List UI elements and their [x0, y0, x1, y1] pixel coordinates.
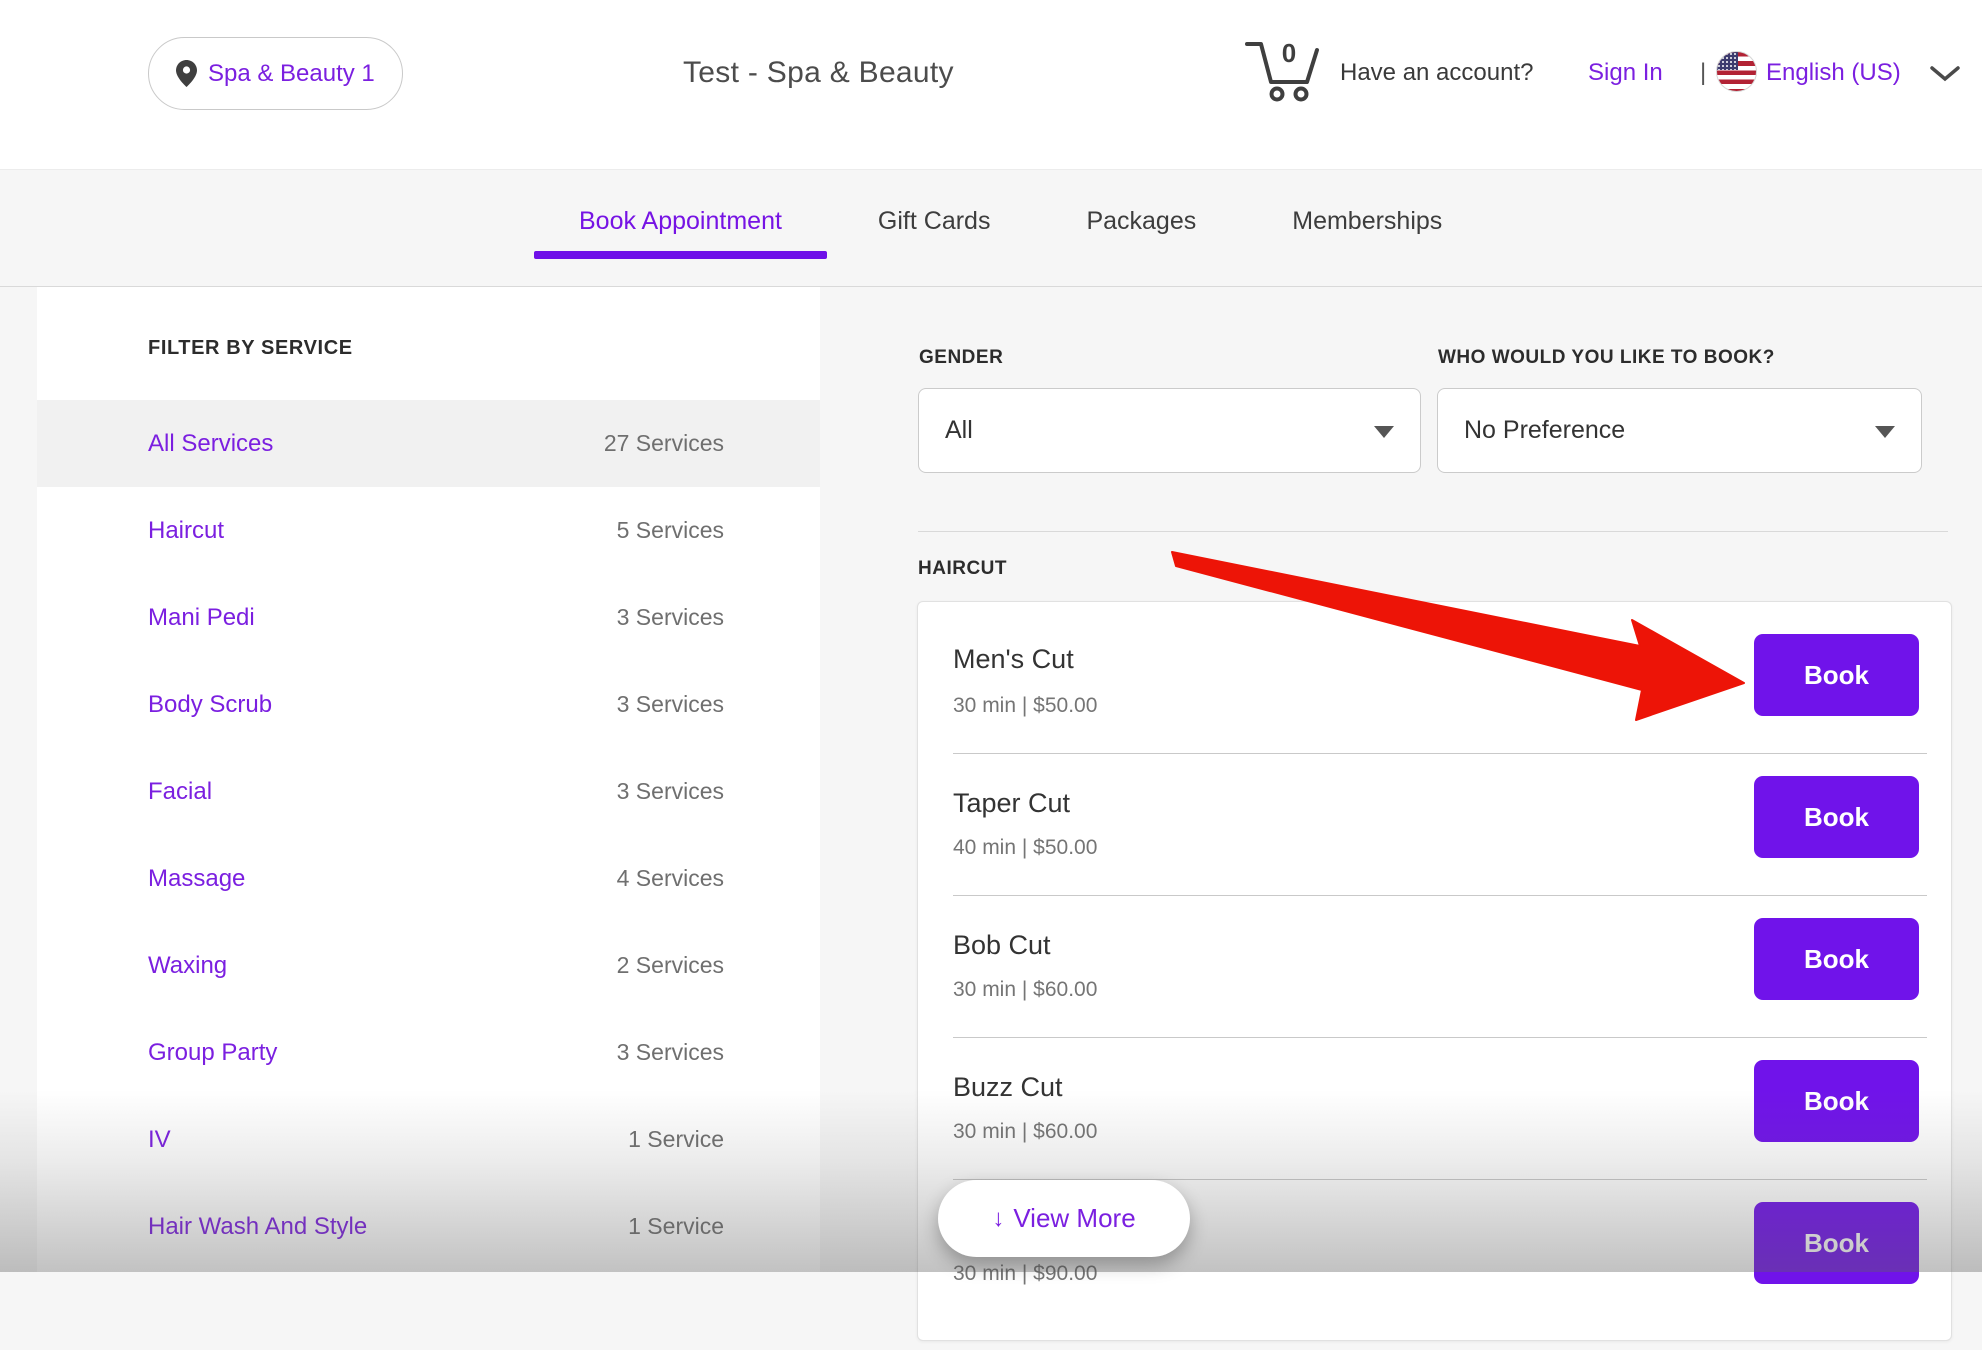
filter-sidebar-heading: FILTER BY SERVICE	[148, 337, 353, 359]
filter-label: Haircut	[148, 516, 225, 544]
sidebar-item-haircut[interactable]: Haircut 5 Services	[37, 487, 820, 574]
tab-gift-cards[interactable]: Gift Cards	[877, 206, 991, 235]
filter-count: 4 Services	[616, 865, 724, 891]
service-duration-price: 30 min | $60.00	[953, 1120, 1098, 1143]
gender-dropdown[interactable]: All	[918, 388, 1421, 473]
staff-value: No Preference	[1464, 416, 1626, 444]
chevron-down-icon[interactable]	[1930, 66, 1960, 82]
filter-label: Group Party	[148, 1038, 278, 1066]
section-divider	[918, 531, 1948, 532]
filter-label: All Services	[148, 429, 274, 457]
filter-list: All Services 27 Services Haircut 5 Services…	[37, 400, 820, 1270]
filter-count: 2 Services	[616, 952, 724, 978]
cart-count: 0	[1282, 38, 1296, 68]
sidebar-item-facial[interactable]: Facial 3 Services	[37, 748, 820, 835]
tab-packages[interactable]: Packages	[1086, 206, 1197, 235]
map-pin-icon	[176, 60, 197, 87]
location-label: Spa & Beauty 1	[208, 59, 375, 87]
filter-label: Waxing	[148, 951, 228, 979]
account-prompt: Have an account?	[1340, 59, 1534, 86]
cart-icon[interactable]: 0	[1243, 36, 1325, 106]
service-duration-price: 30 min | $90.00	[953, 1262, 1098, 1285]
gender-label: GENDER	[919, 347, 1004, 368]
filter-count: 1 Service	[628, 1126, 724, 1152]
book-button-buzz-cut[interactable]: Book	[1754, 1060, 1919, 1142]
sidebar-item-waxing[interactable]: Waxing 2 Services	[37, 922, 820, 1009]
filter-label: Hair Wash And Style	[148, 1212, 368, 1240]
sidebar-item-hair-wash-and-style[interactable]: Hair Wash And Style 1 Service	[37, 1183, 820, 1270]
book-button-taper-cut[interactable]: Book	[1754, 776, 1919, 858]
filter-count: 5 Services	[616, 517, 724, 543]
filter-sidebar: FILTER BY SERVICE All Services 27 Service…	[37, 287, 820, 1272]
main-nav-tabs: Book Appointment Gift Cards Packages Member…	[0, 170, 1982, 287]
service-name: Bob Cut	[953, 930, 1051, 960]
gender-value: All	[945, 416, 973, 444]
tab-memberships[interactable]: Memberships	[1292, 206, 1443, 235]
filter-count: 3 Services	[616, 1039, 724, 1065]
filter-count: 3 Services	[616, 778, 724, 804]
view-more-button[interactable]: ↓ View More	[938, 1180, 1190, 1257]
filter-count: 3 Services	[616, 691, 724, 717]
header: Spa & Beauty 1 Test - Spa & Beauty 0 Hav…	[0, 0, 1982, 170]
view-more-label: View More	[1013, 1203, 1136, 1233]
dropdown-caret-icon	[1374, 425, 1394, 438]
language-selector[interactable]: English (US)	[1766, 59, 1901, 86]
staff-dropdown[interactable]: No Preference	[1437, 388, 1922, 473]
header-separator: |	[1700, 59, 1707, 86]
filter-count: 1 Service	[628, 1213, 724, 1239]
service-name: Men's Cut	[953, 644, 1074, 674]
sidebar-item-mani-pedi[interactable]: Mani Pedi 3 Services	[37, 574, 820, 661]
book-button-bob-cut[interactable]: Book	[1754, 918, 1919, 1000]
down-arrow-icon: ↓	[992, 1204, 1005, 1232]
services-section-heading: HAIRCUT	[918, 558, 1007, 579]
filter-count: 3 Services	[616, 604, 724, 630]
sign-in-link[interactable]: Sign In	[1588, 59, 1663, 86]
sidebar-item-body-scrub[interactable]: Body Scrub 3 Services	[37, 661, 820, 748]
page-title: Test - Spa & Beauty	[683, 56, 954, 89]
sidebar-item-iv[interactable]: IV 1 Service	[37, 1096, 820, 1183]
sidebar-item-massage[interactable]: Massage 4 Services	[37, 835, 820, 922]
service-row-men-s-cut: Men's Cut 30 min | $50.00 Book	[918, 602, 1951, 754]
sidebar-item-all-services[interactable]: All Services 27 Services	[37, 400, 820, 487]
filter-label: Body Scrub	[148, 690, 273, 718]
book-button-partial[interactable]: Book	[1754, 1202, 1919, 1284]
dropdown-caret-icon	[1875, 425, 1895, 438]
service-duration-price: 30 min | $60.00	[953, 978, 1098, 1001]
filter-label: IV	[148, 1125, 171, 1153]
filter-label: Massage	[148, 864, 246, 892]
filter-count: 27 Services	[603, 430, 724, 456]
service-row-taper-cut: Taper Cut 40 min | $50.00 Book	[918, 754, 1951, 896]
service-name: Taper Cut	[953, 788, 1071, 818]
service-name: Buzz Cut	[953, 1072, 1063, 1102]
service-duration-price: 40 min | $50.00	[953, 836, 1098, 859]
staff-label: WHO WOULD YOU LIKE TO BOOK?	[1438, 347, 1775, 368]
location-selector[interactable]: Spa & Beauty 1	[148, 37, 403, 110]
filter-label: Mani Pedi	[148, 603, 255, 631]
us-flag-icon	[1716, 51, 1757, 92]
service-row-bob-cut: Bob Cut 30 min | $60.00 Book	[918, 896, 1951, 1038]
filter-label: Facial	[148, 777, 213, 805]
service-row-buzz-cut: Buzz Cut 30 min | $60.00 Book	[918, 1038, 1951, 1180]
book-button-men-s-cut[interactable]: Book	[1754, 634, 1919, 716]
service-duration-price: 30 min | $50.00	[953, 694, 1098, 717]
sidebar-item-group-party[interactable]: Group Party 3 Services	[37, 1009, 820, 1096]
tab-book-appointment[interactable]: Book Appointment	[534, 170, 827, 272]
